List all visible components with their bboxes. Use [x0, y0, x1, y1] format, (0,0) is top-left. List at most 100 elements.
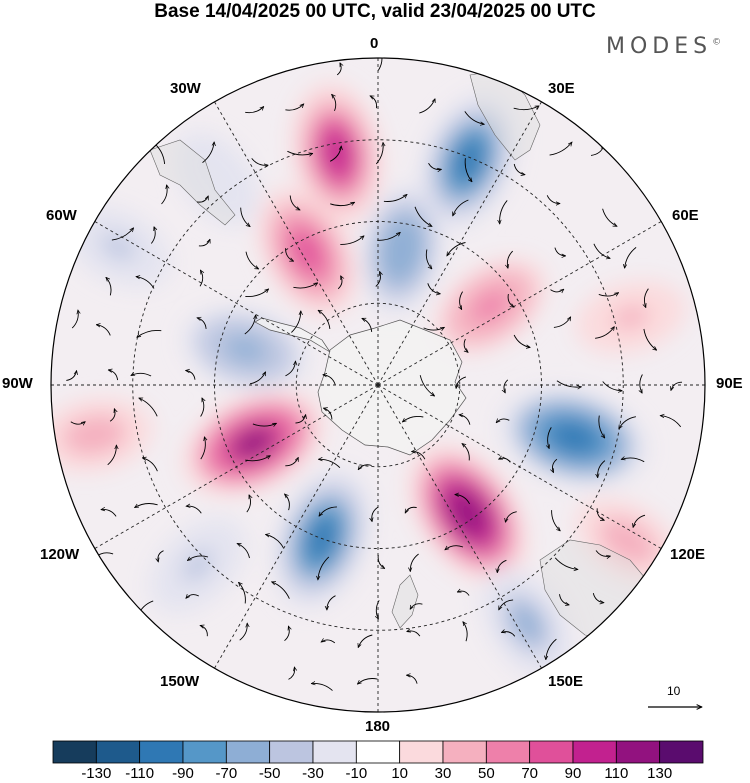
wind-arrow: [406, 675, 418, 684]
wind-arrow: [595, 550, 610, 557]
colorbar-segment: [182, 740, 227, 764]
wind-arrow: [285, 104, 303, 111]
wind-arrow: [202, 142, 215, 163]
wind-arrow: [554, 557, 578, 570]
longitude-label-0: 0: [370, 35, 379, 52]
wind-arrow: [463, 622, 468, 642]
wind-arrow: [336, 63, 341, 76]
wind-arrow: [496, 419, 510, 423]
wind-arrow: [644, 288, 649, 308]
wind-arrow: [546, 638, 557, 660]
wind-arrow: [362, 317, 373, 332]
wind-arrow: [318, 310, 331, 329]
wind-arrow: [237, 544, 250, 559]
wind-arrow: [383, 194, 407, 202]
wind-arrow: [251, 158, 269, 165]
wind-arrow: [109, 409, 115, 422]
wind-arrow: [200, 398, 204, 417]
wind-arrow: [378, 58, 383, 71]
longitude-label-60e: 60E: [672, 207, 699, 224]
colorbar-segment: [225, 740, 271, 764]
colorbar-tick-label: 30: [434, 765, 452, 782]
wind-arrow: [596, 508, 604, 521]
wind-arrow: [187, 555, 209, 561]
wind-arrow: [198, 239, 210, 247]
wind-arrow: [671, 381, 683, 390]
colorbar: [52, 740, 704, 764]
wind-arrow: [643, 328, 657, 350]
wind-arrow: [70, 422, 86, 425]
meridian-line: [94, 384, 379, 549]
wind-arrow: [498, 599, 514, 610]
wind-arrow: [196, 196, 209, 203]
wind-arrow: [329, 146, 341, 162]
wind-arrow: [186, 595, 200, 599]
wind-arrow: [291, 311, 300, 333]
wind-arrow: [619, 416, 636, 429]
meridian-line: [214, 101, 379, 386]
wind-arrow: [245, 251, 259, 269]
wind-arrow: [285, 494, 290, 511]
wind-arrow: [402, 415, 424, 421]
wind-arrow: [311, 683, 333, 691]
wind-arrow: [453, 199, 469, 216]
wind-arrow: [507, 250, 514, 268]
longitude-label-150w: 150W: [160, 673, 200, 690]
wind-arrow: [139, 397, 158, 417]
south-america-outline: [149, 139, 236, 226]
wind-arrow: [554, 247, 566, 256]
wind-arrow: [553, 317, 571, 328]
wind-arrow: [318, 556, 330, 580]
wind-arrow: [137, 330, 162, 337]
wind-arrow: [186, 371, 196, 380]
anomaly-cell: [407, 443, 529, 584]
wind-arrow: [249, 372, 267, 385]
longitude-label-90e: 90E: [716, 375, 743, 392]
meridian-line: [214, 384, 379, 669]
wind-arrow: [158, 550, 164, 562]
colorbar-segment: [442, 740, 487, 764]
wind-arrow: [71, 310, 78, 329]
wind-arrow: [548, 427, 552, 448]
wind-arrow: [199, 270, 203, 287]
wind-arrow: [497, 559, 507, 572]
wind-arrow: [602, 208, 617, 227]
wind-arrow: [150, 227, 155, 244]
anomaly-cell: [256, 187, 359, 318]
wind-arrow: [404, 506, 417, 513]
meridian-line: [94, 221, 379, 386]
wind-arrow: [549, 142, 572, 156]
wind-arrow: [513, 334, 530, 347]
wind-arrow: [457, 591, 470, 596]
colorbar-segment: [95, 740, 141, 764]
wind-arrow: [499, 458, 511, 463]
longitude-label-30w: 30W: [170, 80, 201, 97]
wind-arrow: [358, 464, 372, 470]
colorbar-segment: [659, 740, 704, 764]
wind-arrow: [245, 107, 264, 114]
meridian-line: [377, 384, 542, 669]
anomaly-cell: [433, 257, 548, 356]
wind-arrow: [598, 415, 605, 438]
wind-arrow: [625, 247, 637, 268]
colorbar-segment: [529, 740, 574, 764]
wind-arrow: [321, 640, 336, 644]
wind-arrow: [546, 195, 560, 203]
wind-arrow: [285, 457, 299, 467]
wind-arrow: [463, 338, 468, 352]
wind-arrow: [375, 142, 383, 165]
wind-arrow: [423, 327, 445, 330]
wind-arrow: [245, 289, 268, 298]
wind-arrow: [592, 592, 604, 603]
longitude-label-120w: 120W: [40, 546, 80, 563]
anomaly-field: [51, 81, 687, 681]
anomaly-cell: [359, 184, 445, 316]
wind-arrow: [445, 545, 464, 550]
wind-arrow: [332, 94, 337, 112]
anomaly-cell: [173, 130, 261, 227]
longitude-label-120e: 120E: [670, 546, 706, 563]
colorbar-tick-label: 70: [521, 765, 538, 782]
wind-arrow: [285, 361, 296, 377]
anomaly-cell: [290, 81, 384, 225]
